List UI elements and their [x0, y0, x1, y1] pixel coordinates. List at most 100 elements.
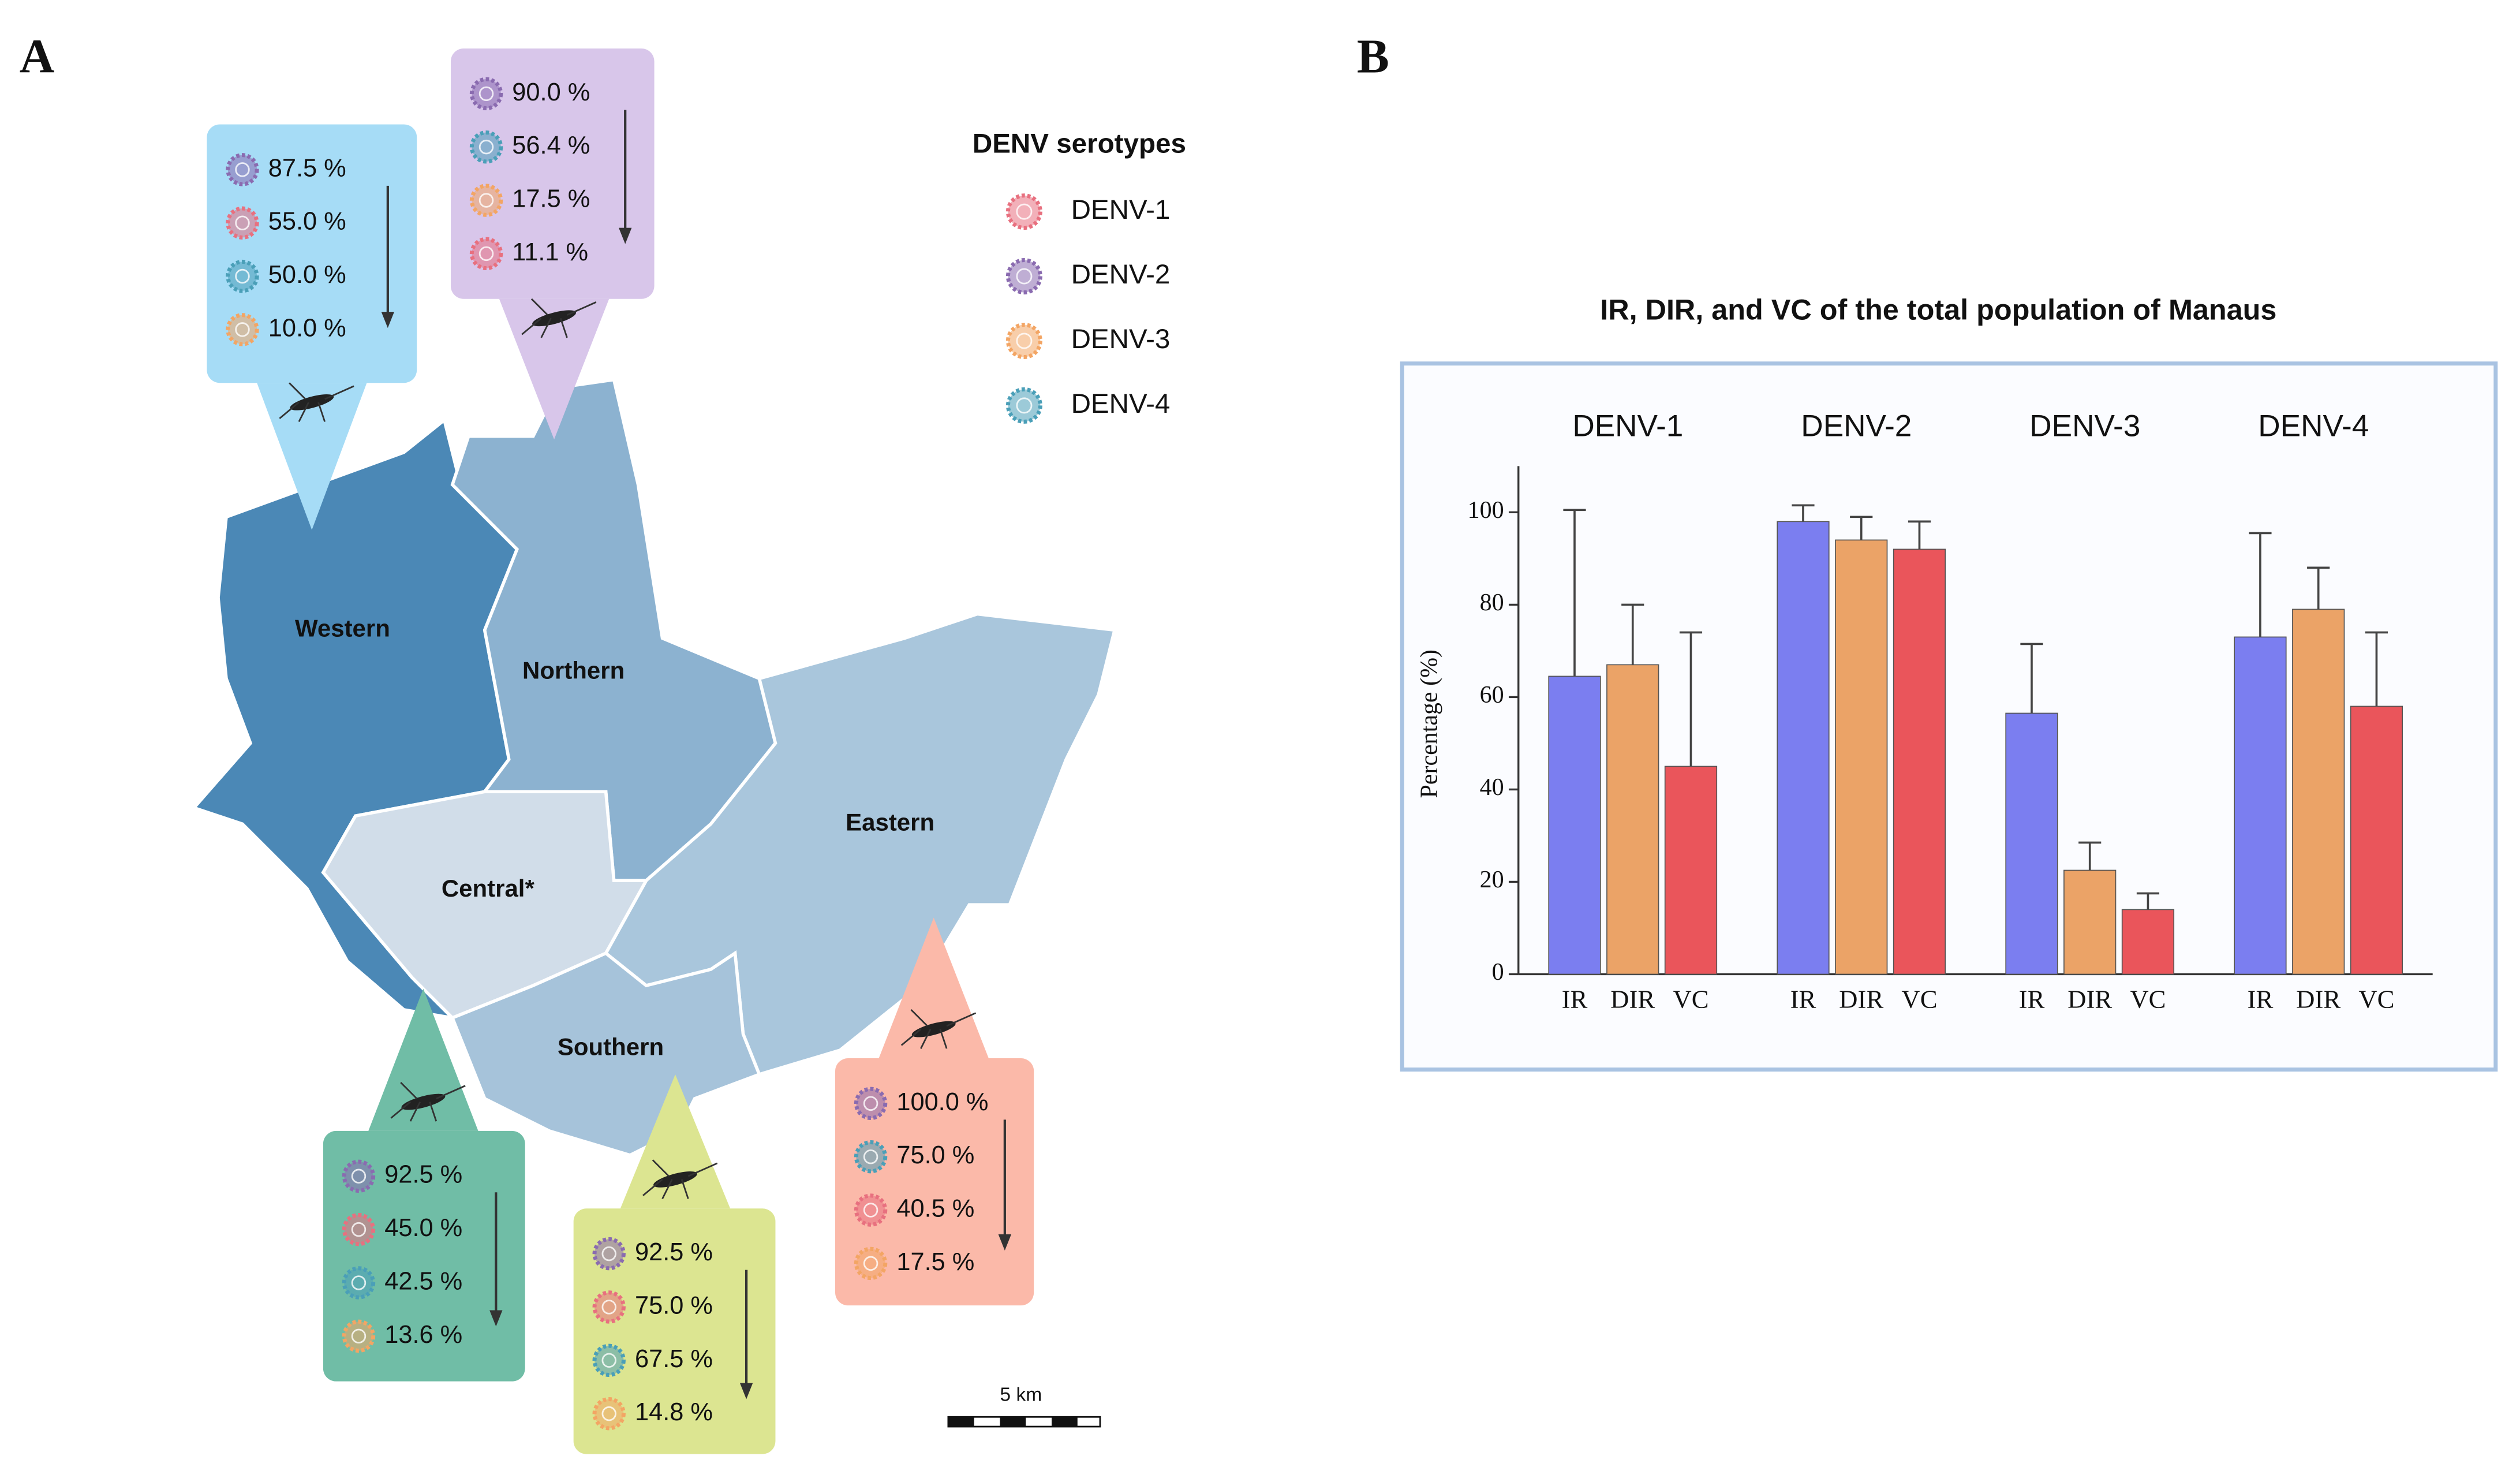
- mosquito: [911, 1021, 956, 1037]
- error-bar: [2136, 892, 2160, 910]
- callout-pointer: [878, 917, 989, 1058]
- callout-value: 50.0 %: [268, 261, 346, 289]
- callout-value: 75.0 %: [896, 1141, 974, 1169]
- region-label: Southern: [558, 1033, 664, 1060]
- virus-icon: [854, 1087, 888, 1121]
- bar: [1777, 521, 1830, 975]
- trend-arrow-head: [739, 1383, 753, 1399]
- virus-core: [478, 139, 494, 155]
- error-bar: [1621, 603, 1644, 665]
- error-bar: [2307, 566, 2330, 610]
- bar: [2234, 636, 2287, 975]
- virus-icon: [592, 1397, 626, 1431]
- virus-icon: [342, 1266, 376, 1300]
- callout-value: 13.6 %: [384, 1321, 462, 1349]
- callout-value: 56.4 %: [512, 132, 590, 159]
- callout-value: 40.5 %: [896, 1194, 974, 1222]
- panel-label: A: [20, 30, 55, 84]
- virus-icon: [342, 1159, 376, 1193]
- x-tick-label: VC: [1901, 984, 1937, 1013]
- legend-label: DENV-3: [1071, 324, 1171, 354]
- trend-arrow-head: [998, 1234, 1012, 1251]
- virus-icon: [1005, 322, 1042, 359]
- panel-label: B: [1357, 30, 1389, 84]
- callout-value: 55.0 %: [268, 208, 346, 236]
- virus-core: [1016, 203, 1033, 220]
- y-tick-label: 0: [1492, 959, 1504, 986]
- y-tick-label: 60: [1480, 682, 1504, 708]
- x-tick-label: DIR: [1839, 984, 1883, 1013]
- mosquito: [653, 1171, 697, 1188]
- virus-icon: [854, 1246, 888, 1281]
- virus-core: [478, 246, 494, 262]
- region-label: Eastern: [846, 808, 934, 835]
- callout-box: [207, 124, 417, 383]
- mosquito-legs: [900, 1009, 977, 1049]
- virus-core: [1016, 268, 1033, 285]
- group-label: DENV-1: [1572, 409, 1683, 443]
- callout-value: 14.8 %: [635, 1398, 713, 1426]
- mosquito-legs: [642, 1159, 718, 1200]
- callout-box: [573, 1208, 776, 1454]
- legend-label: DENV-1: [1071, 195, 1171, 225]
- y-tick-label: 80: [1480, 589, 1504, 616]
- scale-bar: [947, 1416, 1101, 1428]
- bar: [2292, 609, 2345, 975]
- virus-icon: [1005, 193, 1042, 230]
- virus-core: [351, 1169, 367, 1184]
- virus-icon: [226, 206, 259, 240]
- x-tick-label: IR: [2248, 984, 2274, 1013]
- virus-icon: [226, 313, 259, 346]
- callout-value: 87.5 %: [268, 154, 346, 182]
- callout-value: 17.5 %: [896, 1248, 974, 1276]
- x-tick-label: IR: [1790, 984, 1816, 1013]
- virus-core: [235, 162, 250, 177]
- x-tick-label: DIR: [1610, 984, 1655, 1013]
- error-bar: [1563, 509, 1586, 677]
- group-label: DENV-2: [1801, 409, 1912, 443]
- virus-core: [351, 1222, 367, 1237]
- virus-core: [235, 215, 250, 230]
- bar: [2350, 705, 2403, 975]
- bar: [1548, 675, 1601, 975]
- y-tick-label: 40: [1480, 774, 1504, 801]
- x-tick-label: IR: [1562, 984, 1588, 1013]
- virus-icon: [226, 259, 259, 293]
- legend-label: DENV-4: [1071, 389, 1171, 419]
- virus-core: [601, 1406, 616, 1421]
- trend-arrow-head: [381, 312, 395, 329]
- bar: [1893, 548, 1946, 975]
- callout-value: 75.0 %: [635, 1291, 713, 1319]
- region-label: Northern: [522, 656, 625, 684]
- callout-pointer: [499, 298, 610, 440]
- error-bar: [2249, 532, 2272, 637]
- virus-core: [601, 1353, 616, 1368]
- virus-core: [1016, 397, 1033, 414]
- error-bar: [2078, 841, 2102, 871]
- region-label: Western: [295, 614, 390, 641]
- virus-core: [601, 1300, 616, 1315]
- chart-title: IR, DIR, and VC of the total population …: [1600, 293, 2276, 326]
- virus-icon: [469, 237, 503, 271]
- callout-box: [323, 1130, 525, 1382]
- legend-label: DENV-2: [1071, 259, 1171, 290]
- virus-core: [863, 1203, 878, 1218]
- y-tick-label: 20: [1480, 867, 1504, 893]
- virus-icon: [592, 1290, 626, 1324]
- callout-pointer: [257, 383, 367, 530]
- virus-core: [478, 193, 494, 208]
- x-tick-label: VC: [2130, 984, 2166, 1013]
- virus-icon: [469, 184, 503, 217]
- mosquito-legs: [521, 298, 597, 338]
- virus-icon: [469, 77, 503, 110]
- error-bar: [1850, 516, 1873, 540]
- virus-icon: [592, 1237, 626, 1271]
- legend-title: DENV serotypes: [973, 128, 1186, 159]
- callout-value: 45.0 %: [384, 1214, 462, 1242]
- callout-value: 10.0 %: [268, 314, 346, 342]
- callout-value: 67.5 %: [635, 1345, 713, 1373]
- y-tick-label: 100: [1468, 497, 1504, 524]
- virus-core: [235, 322, 250, 337]
- virus-core: [235, 268, 250, 284]
